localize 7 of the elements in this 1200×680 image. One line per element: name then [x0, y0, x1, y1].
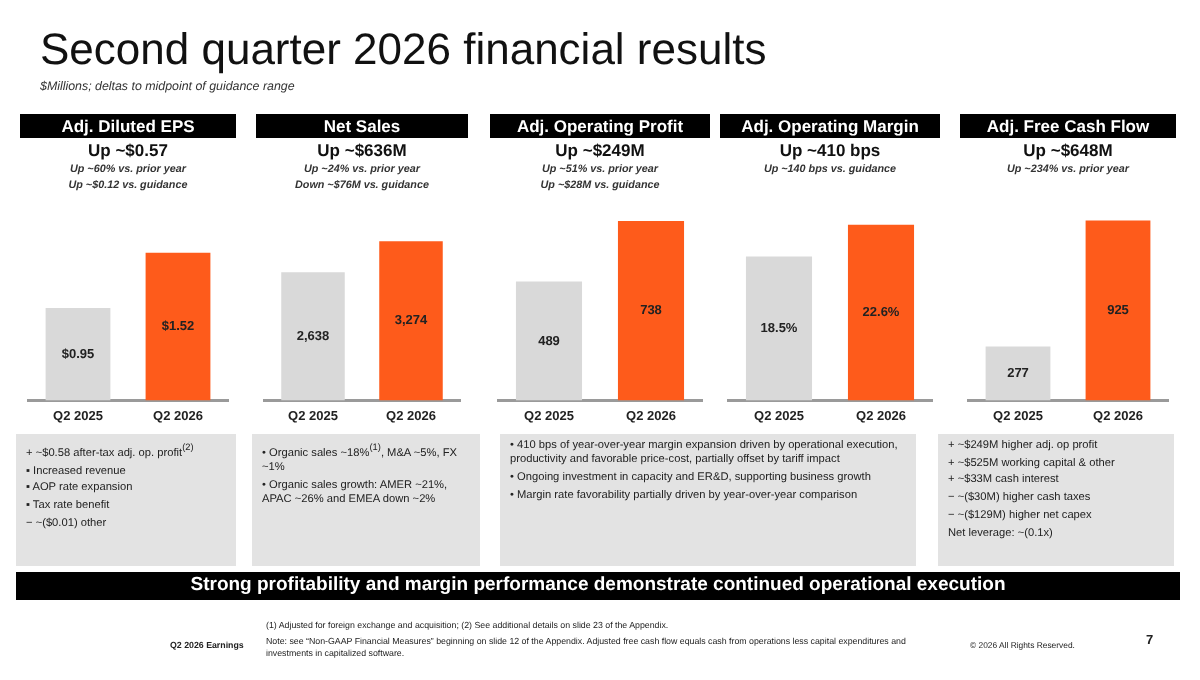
chart-title: Adj. Diluted EPS [20, 114, 236, 138]
chart-title: Adj. Operating Profit [490, 114, 710, 138]
chart-title: Adj. Operating Margin [720, 114, 940, 138]
text: Second quarter 2026 financial results [40, 24, 767, 76]
chart-title: Adj. Free Cash Flow [960, 114, 1176, 138]
text: Strong profitability and margin performance demonstrate continued operational execution [16, 572, 1180, 600]
chart-title: Net Sales [256, 114, 468, 138]
